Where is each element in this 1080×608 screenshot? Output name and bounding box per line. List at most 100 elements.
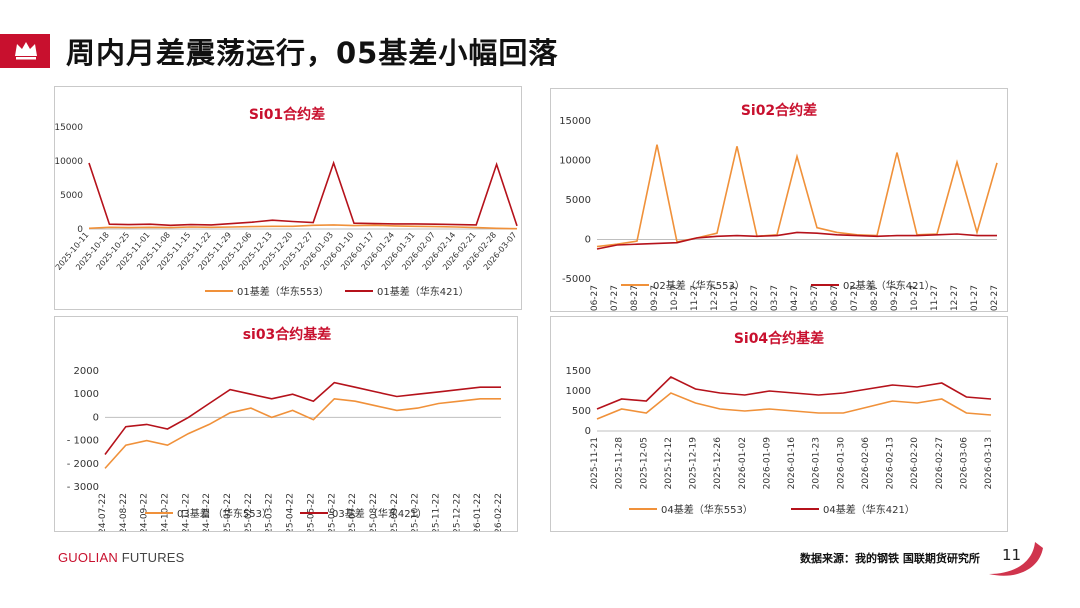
series-line-0 xyxy=(88,224,518,230)
x-tick-label: 2025-12-19 xyxy=(689,437,699,490)
y-tick-label: 5000 xyxy=(566,195,591,206)
legend-entry: 03基差 （华东553） xyxy=(177,507,272,520)
legend-entry: 03基差 （华东421） xyxy=(332,507,427,520)
chart-title: Si01合约差 xyxy=(249,106,325,123)
page-title: 周内月差震荡运行，05基差小幅回落 xyxy=(66,36,559,70)
x-tick-label: 2026-01-27 xyxy=(970,285,980,311)
y-tick-label: - 1000 xyxy=(67,436,99,447)
corner-swoosh-icon xyxy=(989,542,1043,576)
y-tick-label: 15000 xyxy=(559,116,591,127)
x-tick-label: 2026-02-13 xyxy=(886,437,896,489)
x-tick-label: 2026-02-27 xyxy=(990,285,1000,311)
x-tick-label: 2025-10-27 xyxy=(910,285,920,311)
y-tick-label: 5000 xyxy=(60,191,83,201)
brand-name: GUOLIAN xyxy=(58,550,118,565)
x-tick-label: 2026-02-06 xyxy=(861,437,871,490)
crown-icon xyxy=(15,42,37,60)
y-tick-label: 1500 xyxy=(566,366,591,377)
series-line-0 xyxy=(596,392,992,420)
x-tick-label: 2025-12-26 xyxy=(713,437,723,490)
x-tick-label: 2025-12-22 xyxy=(452,493,462,531)
y-tick-label: 0 xyxy=(585,426,591,437)
y-tick-label: - 2000 xyxy=(67,459,99,470)
x-tick-label: 2025-07-22 xyxy=(348,493,358,531)
x-tick-label: 2024-07-27 xyxy=(610,285,620,311)
x-tick-label: 2026-03-06 xyxy=(959,437,969,490)
series-line-1 xyxy=(596,231,997,250)
x-tick-label: 2025-06-27 xyxy=(830,285,840,311)
legend-entry: 02基差（华东421） xyxy=(843,279,935,292)
x-tick-label: 2026-02-22 xyxy=(494,493,504,531)
x-tick-label: 2024-06-27 xyxy=(590,285,600,311)
chart-panel-si04: Si04合约基差 0 500 1000 1500 2025-11-21 2025-11-28… xyxy=(550,316,1008,532)
y-tick-label: 2000 xyxy=(74,366,99,377)
x-tick-label: 2025-07-27 xyxy=(850,285,860,311)
x-tick-label: 2026-01-09 xyxy=(762,437,772,490)
y-tick-label: 0 xyxy=(585,235,591,246)
x-tick-label: 2025-02-27 xyxy=(750,285,760,311)
x-tick-label: 2025-04-27 xyxy=(790,285,800,311)
x-tick-label: 2025-08-27 xyxy=(870,285,880,311)
legend-entry: 04基差（华东553） xyxy=(661,503,753,516)
chart-title: si03合约基差 xyxy=(243,326,332,343)
x-tick-label: 2024-08-27 xyxy=(630,285,640,311)
chart-panel-si02: Si02合约差 -5000 0 5000 10000 15000 2024-06-27 202… xyxy=(550,88,1008,312)
series-line-0 xyxy=(596,144,998,248)
x-tick-label: 2024-09-27 xyxy=(650,285,660,311)
x-tick-label: 2025-11-28 xyxy=(615,437,625,490)
chart-title: Si04合约基差 xyxy=(734,330,824,347)
chart-panel-si03: si03合约基差 - 3000 - 2000 - 1000 0 1000 2000 2024-… xyxy=(54,316,518,532)
x-tick-label: 2025-09-22 xyxy=(390,493,400,531)
x-tick-label: 2025-11-21 xyxy=(590,437,600,489)
y-tick-label: 500 xyxy=(572,406,591,417)
x-tick-label: 2024-12-27 xyxy=(710,285,720,311)
y-tick-label: 1000 xyxy=(566,386,591,397)
chart-title: Si02合约差 xyxy=(741,102,817,119)
x-tick-label: 2024-11-27 xyxy=(690,285,700,311)
chart-si02: Si02合约差 -5000 0 5000 10000 15000 2024-06-27 202… xyxy=(559,102,1000,311)
x-tick-label: 2025-12-05 xyxy=(639,437,649,489)
x-tick-label: 2024-12-22 xyxy=(202,493,212,531)
x-tick-label: 2026-01-02 xyxy=(738,437,748,489)
brand-logo: GUOLIAN FUTURES xyxy=(58,550,185,565)
x-tick-label: 2025-04-22 xyxy=(286,493,296,531)
x-tick-label: 2025-11-27 xyxy=(930,285,940,311)
x-tick-label: 2026-02-27 xyxy=(935,437,945,489)
y-tick-label: 10000 xyxy=(559,156,591,167)
x-tick-label: 2026-01-23 xyxy=(812,437,822,489)
x-tick-label: 2025-11-22 xyxy=(431,493,441,531)
series-line-1 xyxy=(596,376,992,410)
series-line-1 xyxy=(88,160,518,227)
x-tick-label: 2025-12-12 xyxy=(664,437,674,489)
x-tick-label: 2025-02-22 xyxy=(244,493,254,531)
x-tick-label: 2026-01-30 xyxy=(836,437,846,490)
chart-si03: si03合约基差 - 3000 - 2000 - 1000 0 1000 2000 2024-… xyxy=(67,326,504,531)
x-tick-label: 2026-01-16 xyxy=(787,437,797,490)
y-tick-label: 0 xyxy=(93,412,99,423)
chart-panel-si01: Si01合约差 0 5000 10000 15000 2025-10-11 2025-10-… xyxy=(54,86,522,310)
y-tick-label: -5000 xyxy=(562,274,591,285)
x-tick-label: 2026-02-20 xyxy=(910,437,920,490)
legend-entry: 04基差（华东421） xyxy=(823,503,915,516)
x-tick-label: 2024-11-22 xyxy=(181,493,191,531)
page-number: 11 xyxy=(1002,546,1022,564)
x-tick-label: 2025-09-27 xyxy=(890,285,900,311)
x-tick-label: 2025-01-27 xyxy=(730,285,740,311)
x-tick-label: 2025-01-22 xyxy=(223,493,233,531)
x-tick-label: 2025-12-27 xyxy=(950,285,960,311)
brand-suffix: FUTURES xyxy=(117,550,185,565)
x-tick-label: 2025-05-27 xyxy=(810,285,820,311)
x-tick-label: 2025-10-22 xyxy=(411,493,421,531)
x-tick-label: 2026-01-22 xyxy=(473,493,483,531)
legend-entry: 01基差（华东553） xyxy=(237,285,329,298)
x-tick-label: 2024-09-22 xyxy=(140,493,150,531)
chart-si01: Si01合约差0500010000150002025-10-112025-10-… xyxy=(55,106,519,298)
x-tick-label: 2026-03-13 xyxy=(984,437,994,489)
x-tick-label: 2025-03-22 xyxy=(265,493,275,531)
series-line-1 xyxy=(104,381,501,455)
x-tick-label: 2025-06-22 xyxy=(327,493,337,531)
y-tick-label: 0 xyxy=(77,225,83,235)
legend-entry: 02基差（华东553） xyxy=(653,279,745,292)
x-tick-label: 2025-08-22 xyxy=(369,493,379,531)
x-tick-label: 2024-10-27 xyxy=(670,285,680,311)
